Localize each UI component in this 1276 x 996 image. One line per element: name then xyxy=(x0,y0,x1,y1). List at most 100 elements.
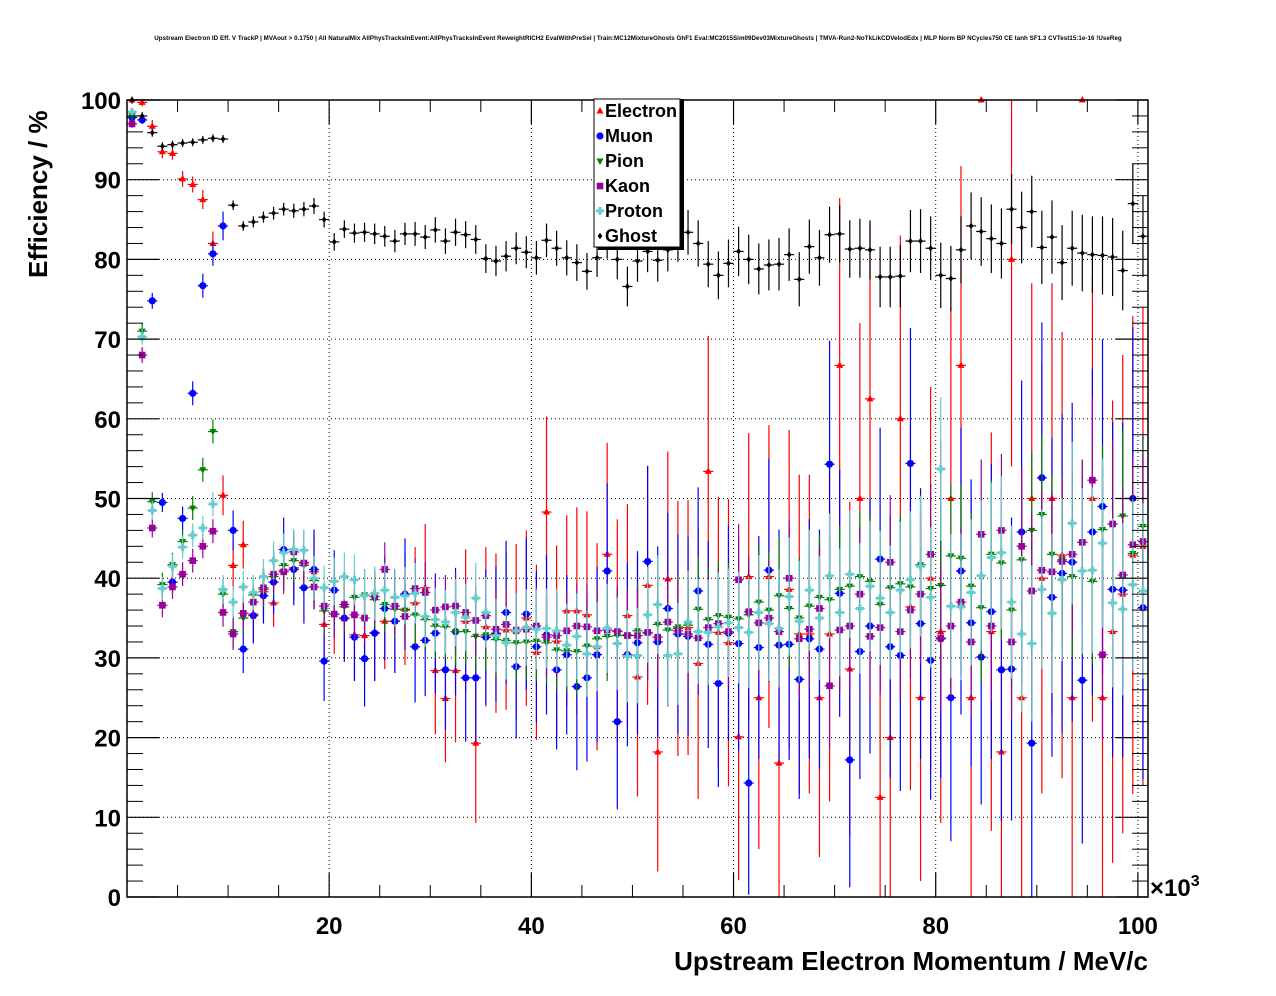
data-point-ghost xyxy=(928,245,934,252)
data-point-proton xyxy=(754,608,763,617)
data-point-proton xyxy=(603,624,612,633)
data-point-kaon xyxy=(148,524,156,532)
data-point-ghost xyxy=(281,205,287,213)
data-point-ghost xyxy=(978,228,984,235)
data-point-ghost xyxy=(1130,200,1136,207)
x-tick-label: 40 xyxy=(518,913,545,940)
data-point-kaon xyxy=(1089,476,1096,484)
data-point-electron xyxy=(957,361,965,368)
data-point-muon xyxy=(178,514,187,523)
data-point-ghost xyxy=(180,139,185,147)
y-tick-label: 10 xyxy=(94,805,121,832)
data-point-muon xyxy=(189,389,197,397)
data-point-ghost xyxy=(271,209,276,217)
legend-marker-electron xyxy=(596,107,604,114)
data-point-ghost xyxy=(352,229,357,237)
data-point-muon xyxy=(158,498,166,507)
data-point-proton xyxy=(522,623,531,632)
data-point-proton xyxy=(390,593,399,602)
legend-entry-pion: Pion xyxy=(596,151,644,171)
data-point-muon xyxy=(714,679,722,688)
data-point-proton xyxy=(148,506,157,515)
data-point-kaon xyxy=(239,609,247,617)
data-point-proton xyxy=(158,584,167,593)
data-point-ghost xyxy=(159,143,165,150)
data-point-proton xyxy=(310,574,319,583)
data-point-ghost xyxy=(958,246,964,254)
data-point-proton xyxy=(714,622,723,631)
data-point-muon xyxy=(320,657,328,665)
data-point-proton xyxy=(340,572,349,581)
data-point-proton xyxy=(593,642,602,651)
data-point-ghost xyxy=(564,254,570,262)
data-point-ghost xyxy=(230,202,236,209)
data-point-muon xyxy=(846,756,854,764)
x-tick-labels: 20 40 60 80 100 xyxy=(316,913,1158,940)
data-point-proton xyxy=(1088,566,1097,575)
y-tick-label: 80 xyxy=(94,247,121,274)
data-point-kaon xyxy=(1099,651,1106,659)
data-point-electron xyxy=(472,739,480,746)
data-point-proton xyxy=(299,546,308,555)
data-point-electron xyxy=(158,147,166,155)
data-point-muon xyxy=(1078,676,1086,684)
data-point-proton xyxy=(198,523,207,532)
data-point-proton xyxy=(805,586,814,595)
data-point-ghost xyxy=(1049,233,1055,241)
x-tick-label: 60 xyxy=(720,913,747,940)
data-point-proton xyxy=(168,562,177,571)
data-point-ghost xyxy=(534,254,539,262)
data-point-proton xyxy=(835,608,844,617)
legend: Electron Muon Pion Kaon Proton Ghost xyxy=(593,98,684,250)
data-point-proton xyxy=(451,608,460,617)
data-point-ghost xyxy=(362,229,367,236)
data-point-proton xyxy=(613,639,622,648)
data-point-pion xyxy=(128,113,136,120)
axis-ticks xyxy=(127,99,1148,898)
data-point-proton xyxy=(956,602,965,611)
data-point-ghost xyxy=(867,246,873,254)
data-point-proton xyxy=(320,583,329,592)
data-point-ghost xyxy=(685,229,691,236)
data-point-muon xyxy=(300,584,308,592)
data-point-ghost xyxy=(746,256,752,263)
data-point-kaon xyxy=(189,557,197,564)
data-point-proton xyxy=(775,624,784,633)
data-point-ghost xyxy=(776,260,782,268)
data-point-muon xyxy=(199,282,207,290)
data-point-proton xyxy=(704,628,713,637)
data-point-proton xyxy=(461,613,470,622)
data-point-ghost xyxy=(988,235,994,242)
data-point-ghost xyxy=(655,256,661,264)
data-point-proton xyxy=(219,585,228,594)
legend-box xyxy=(593,98,681,248)
data-point-muon xyxy=(825,460,834,468)
data-point-proton xyxy=(694,627,703,636)
data-point-muon xyxy=(603,567,611,575)
legend-label: Muon xyxy=(605,126,653,146)
data-point-proton xyxy=(946,602,955,611)
data-point-proton xyxy=(1078,567,1087,576)
data-point-electron xyxy=(189,180,197,187)
data-point-muon xyxy=(360,655,369,663)
data-point-ghost xyxy=(240,222,246,230)
data-point-proton xyxy=(582,649,591,658)
data-point-ghost xyxy=(614,256,620,263)
data-point-ghost xyxy=(503,253,509,260)
data-point-ghost xyxy=(372,230,378,238)
data-point-kaon xyxy=(209,527,217,535)
data-point-muon xyxy=(997,666,1006,674)
data-point-ghost xyxy=(887,273,893,281)
data-point-muon xyxy=(1028,739,1036,747)
y-tick-labels: 0 10 20 30 40 50 60 70 80 90 100 xyxy=(81,88,121,912)
data-point-proton xyxy=(653,600,662,609)
data-point-kaon xyxy=(351,611,358,619)
data-point-ghost xyxy=(554,245,560,252)
data-point-proton xyxy=(906,575,915,584)
data-point-proton xyxy=(734,623,743,632)
data-point-ghost xyxy=(493,257,499,265)
data-point-ghost xyxy=(806,243,812,250)
data-point-ghost xyxy=(837,230,843,238)
data-point-muon xyxy=(219,222,227,230)
